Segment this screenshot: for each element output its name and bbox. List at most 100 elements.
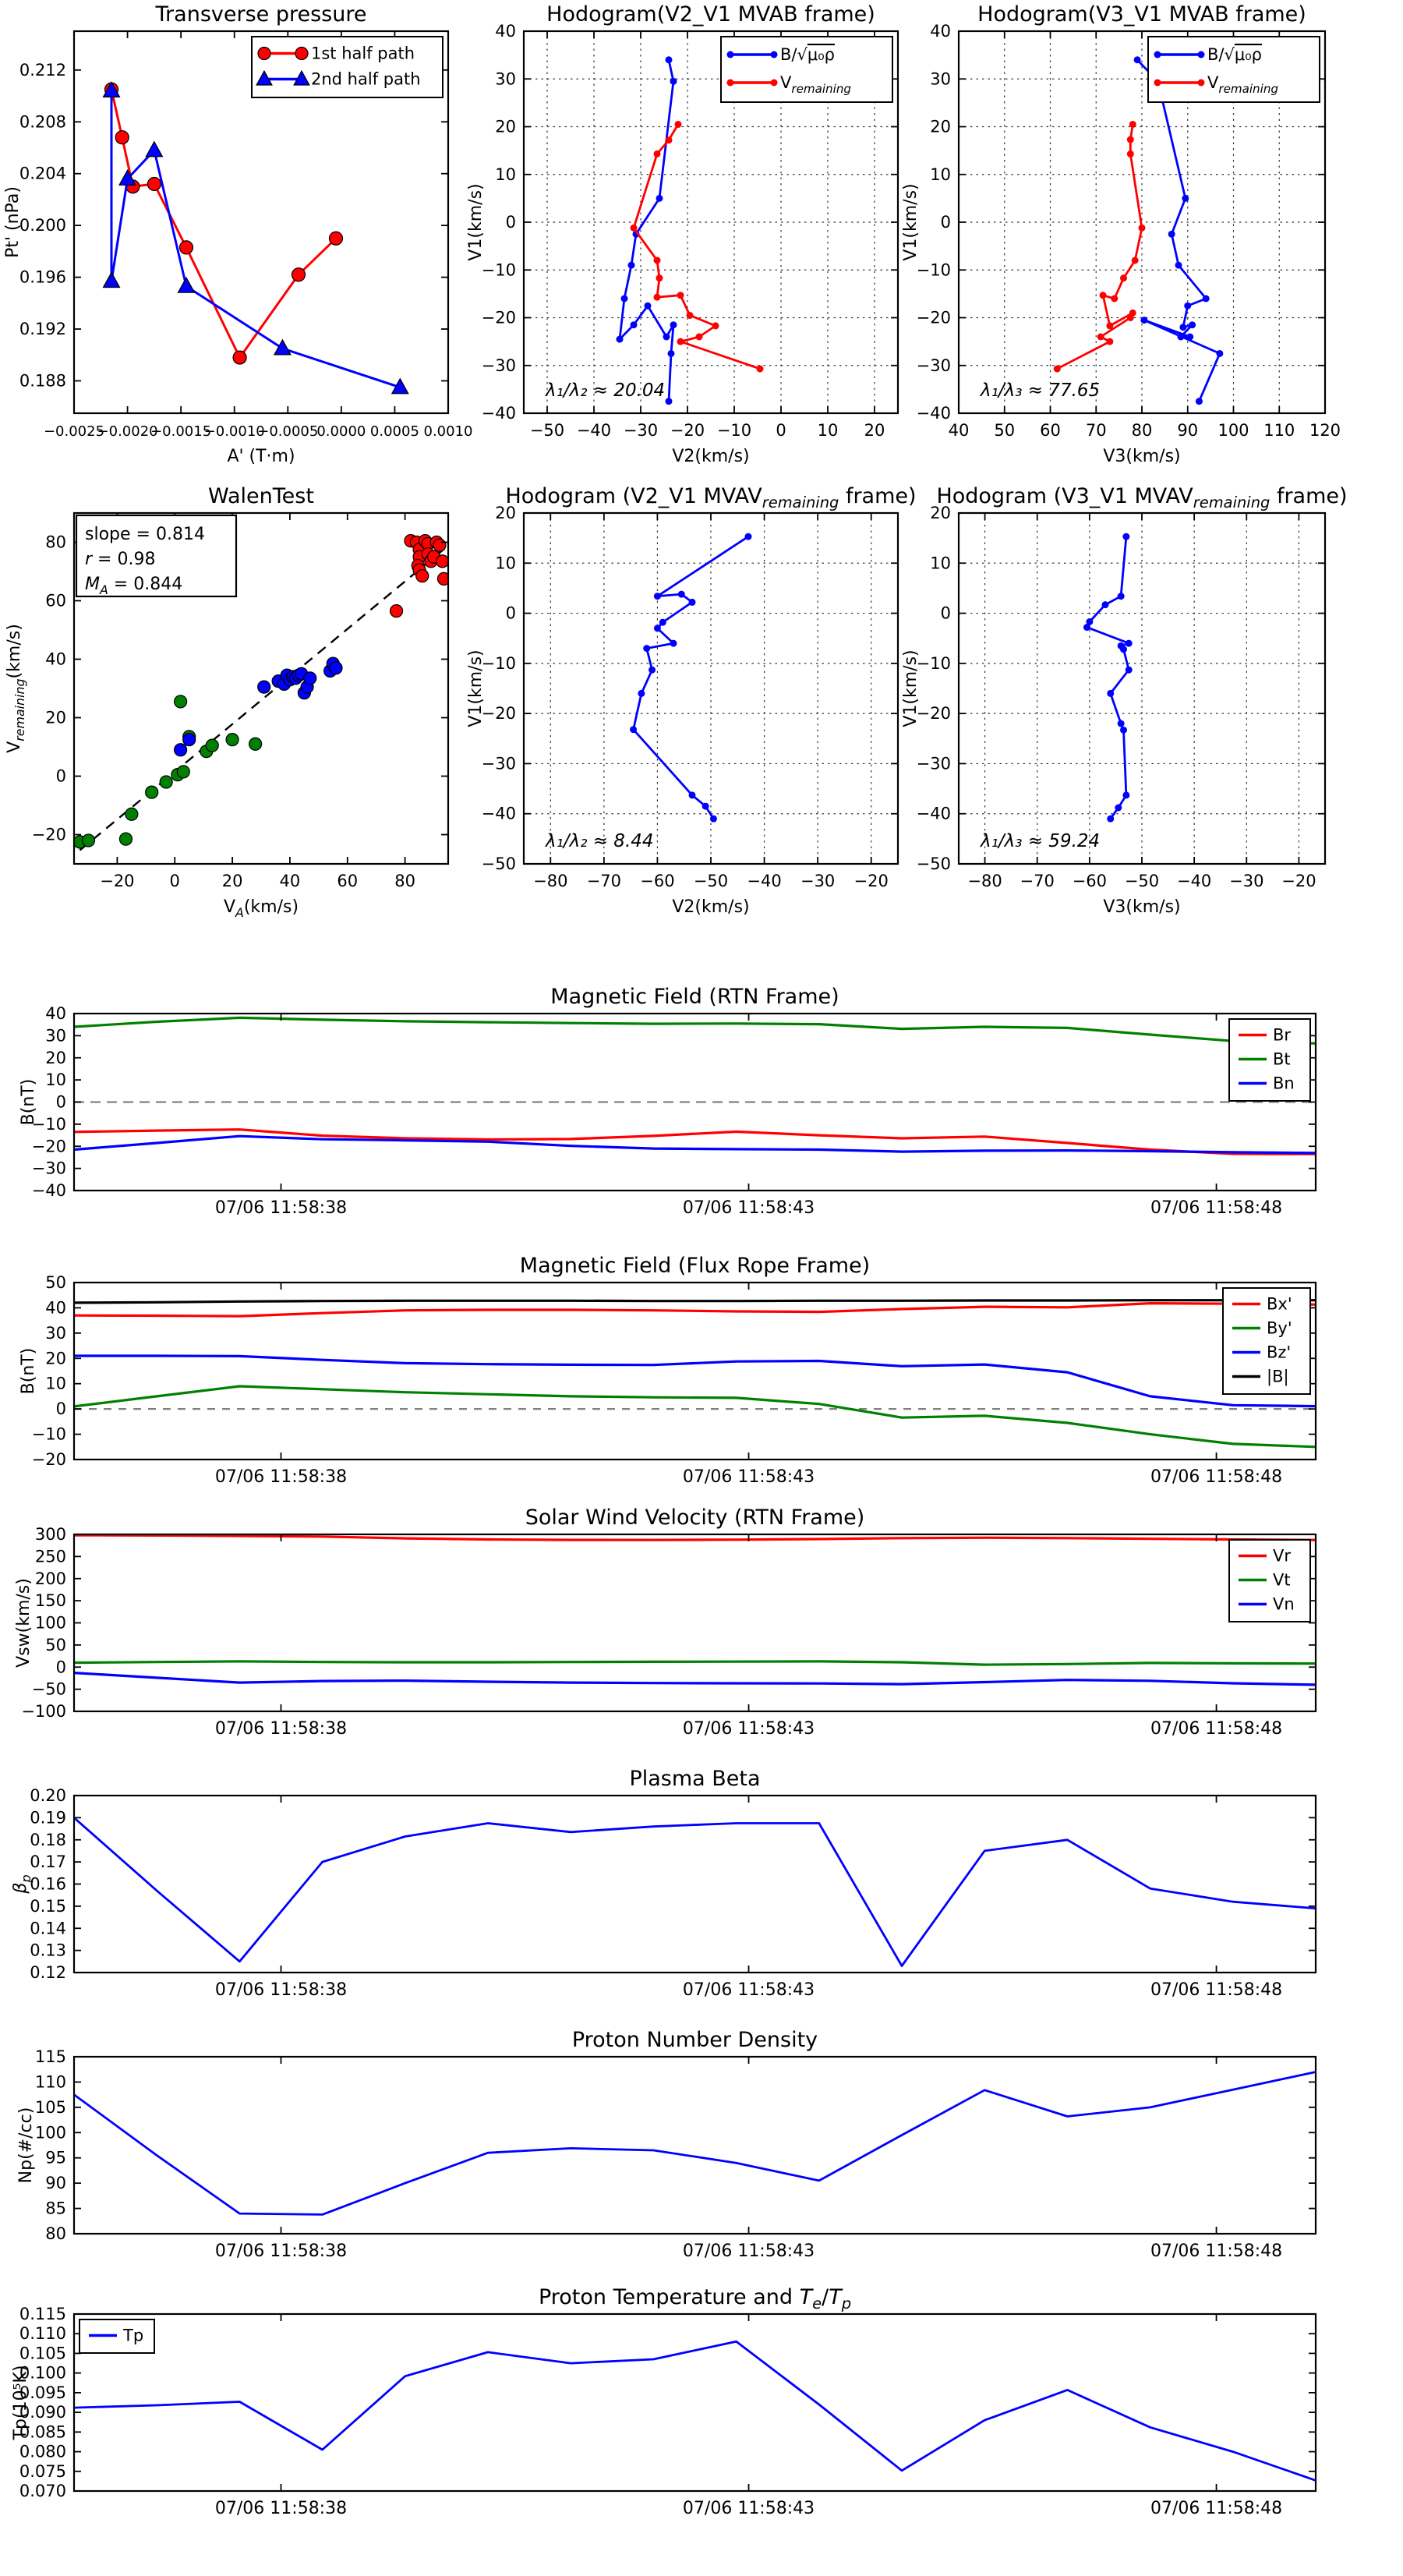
x-tick-label: 20 [864, 421, 885, 440]
x-tick-label: 07/06 11:58:38 [215, 1467, 347, 1487]
point-marker [695, 333, 703, 341]
point-marker [81, 833, 96, 847]
point-marker [1099, 292, 1107, 299]
x-tick-label: 0.0000 [316, 423, 366, 440]
y-tick-label: 50 [45, 1273, 66, 1292]
point-marker [1120, 726, 1127, 734]
x-tick-label: 07/06 11:58:38 [215, 2499, 347, 2518]
x-tick-label: 60 [1040, 421, 1061, 440]
point-marker [770, 51, 778, 58]
panel-proton-temperature: 07/06 11:58:38 07/06 11:58:43 07/06 11:58:… [11, 2285, 1317, 2518]
panel-proton-number-density: 07/06 11:58:38 07/06 11:58:43 07/06 11:58:… [16, 2028, 1317, 2261]
x-tick-label: −0.0020 [97, 423, 158, 440]
y-tick-label: 0.105 [19, 2344, 66, 2362]
point-marker [1083, 624, 1090, 632]
y-tick-label: 10 [495, 554, 516, 572]
point-marker [1107, 689, 1115, 697]
legend-label: B/√μ₀ρ [1207, 45, 1262, 64]
point-marker [249, 737, 263, 751]
y-tick-label: −20 [482, 704, 516, 723]
x-tick-label: 07/06 11:58:38 [215, 2242, 347, 2261]
x-tick-label: 70 [1086, 421, 1107, 440]
point-marker [1106, 338, 1114, 345]
x-tick-label: −20 [100, 872, 134, 890]
y-tick-label: −50 [482, 855, 516, 873]
point-marker [674, 120, 682, 128]
point-marker [653, 625, 661, 632]
point-marker [656, 194, 663, 202]
y-tick-label: 105 [35, 2098, 66, 2117]
y-tick-label: 10 [495, 165, 516, 184]
panel-title: Magnetic Field (Flux Rope Frame) [520, 1254, 870, 1278]
point-marker [677, 292, 684, 299]
y-tick-label: 80 [45, 2224, 66, 2243]
y-tick-label: 0.204 [19, 165, 66, 183]
y-tick-label: 0 [506, 604, 516, 623]
x-tick-label: 120 [1309, 421, 1341, 440]
y-tick-label: 30 [45, 1324, 66, 1343]
lambda-ratio-annotation: λ₁/λ₃ ≈ 77.65 [979, 380, 1100, 401]
point-marker [1186, 333, 1194, 341]
x-tick-label: −0.0005 [257, 423, 318, 440]
y-tick-label: −30 [482, 754, 516, 773]
series-group [1083, 533, 1133, 823]
point-marker [1115, 804, 1122, 812]
x-tick-label: 07/06 11:58:48 [1150, 1198, 1282, 1218]
y-tick-label: 200 [35, 1569, 66, 1588]
series-group [73, 2340, 1316, 2482]
point-marker [436, 571, 449, 586]
y-tick-label: −20 [32, 826, 66, 844]
point-marker [620, 295, 628, 303]
panel-title: Proton Temperature and Te/Tp [539, 2285, 851, 2312]
x-tick-label: 07/06 11:58:48 [1150, 1980, 1282, 2000]
legend-label: Vremaining [780, 73, 851, 96]
point-marker [1179, 324, 1187, 331]
x-tick-label: 07/06 11:58:48 [1150, 1467, 1282, 1487]
point-marker [1122, 533, 1130, 540]
y-tick-label: 20 [495, 504, 516, 522]
y-tick-label: −50 [917, 855, 951, 873]
panel-title: Solar Wind Velocity (RTN Frame) [525, 1506, 865, 1530]
point-marker [744, 533, 752, 540]
point-marker [1138, 224, 1146, 232]
legend-label: Bz' [1267, 1343, 1291, 1362]
point-marker [1053, 365, 1061, 373]
y-axis-label: V1(km/s) [466, 649, 486, 727]
panel-hodogram-v2v1-mvab: −50 −40 −30 −20 −10 0 10 20 −40 −30 −20 −10 0 10 20 30 4… [466, 2, 899, 466]
x-tick-label: 07/06 11:58:48 [1150, 2242, 1282, 2261]
y-tick-label: 90 [45, 2174, 66, 2192]
y-tick-label: 0.212 [19, 61, 66, 80]
y-tick-label: 0 [56, 1399, 66, 1418]
y-axis-label: Vremaining(km/s) [5, 624, 27, 753]
x-tick-label: 07/06 11:58:43 [683, 2242, 815, 2261]
legend: B/√μ₀ρ Vremaining [720, 36, 893, 103]
y-tick-label: −20 [482, 309, 516, 327]
x-tick-label: −80 [533, 872, 567, 890]
point-marker [1177, 333, 1185, 341]
y-tick-label: 40 [45, 1004, 66, 1023]
point-marker [1120, 646, 1127, 653]
panel-hodogram-v3v1-mvav: −80 −70 −60 −50 −40 −30 −20 −50 −40 −30 −20 −10 0 10 2… [901, 484, 1348, 917]
point-marker [659, 618, 666, 626]
point-marker [656, 274, 663, 282]
point-marker [1175, 261, 1182, 269]
triangle-marker [293, 69, 310, 86]
point-marker [1117, 720, 1125, 727]
series-V-remaining [1056, 124, 1143, 370]
triangle-marker [102, 81, 121, 97]
y-tick-label: 40 [930, 22, 951, 41]
plot-area [74, 1796, 1316, 1973]
stats-line: slope = 0.814 [85, 525, 205, 544]
x-tick-label: 100 [1217, 421, 1249, 440]
point-marker [1125, 666, 1133, 674]
y-tick-label: 0.208 [19, 112, 66, 131]
legend: 1st half path 2nd half path [251, 36, 444, 98]
x-tick-label: 07/06 11:58:43 [683, 2499, 815, 2518]
x-tick-label: 80 [394, 872, 415, 890]
x-tick-label: −80 [967, 872, 1002, 890]
point-marker [115, 130, 129, 145]
series-group [102, 81, 409, 395]
point-marker [1140, 317, 1148, 324]
point-marker [1126, 314, 1134, 321]
x-tick-label: −10 [717, 421, 751, 440]
